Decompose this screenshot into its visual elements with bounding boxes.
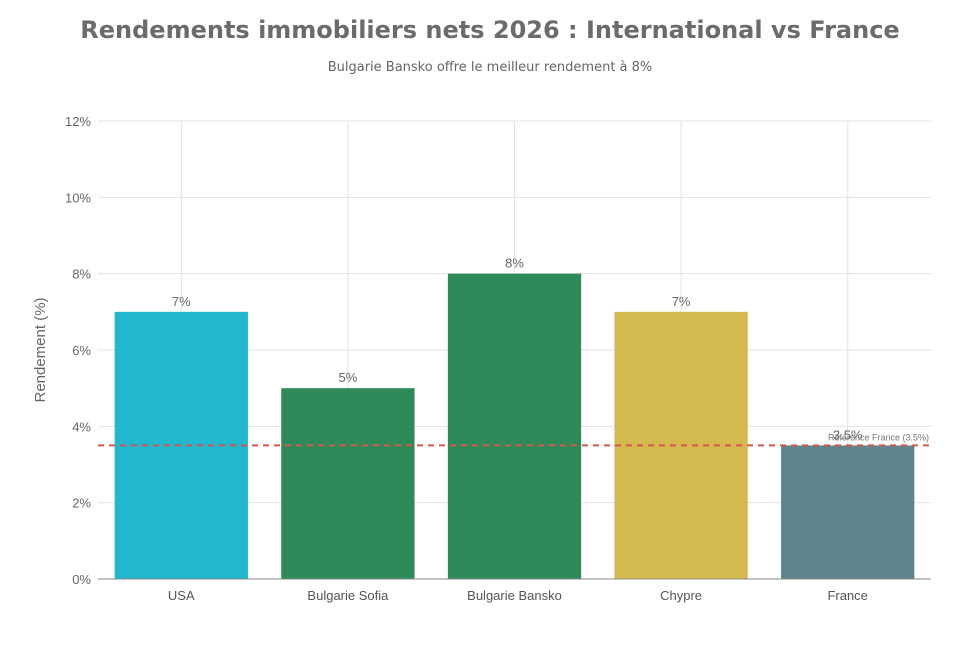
labels-layer: 7% 5% 8% 7% 3.5%Référence France (3.5%) bbox=[98, 256, 931, 447]
y-tick-label: 12% bbox=[65, 114, 91, 129]
data-label: 7% bbox=[172, 294, 191, 309]
data-label: 7% bbox=[672, 294, 691, 309]
x-tick-label: Bulgarie Bansko bbox=[467, 588, 562, 603]
x-tick-label: France bbox=[827, 588, 867, 603]
data-label: 5% bbox=[339, 370, 358, 385]
x-tick-label: Chypre bbox=[660, 588, 702, 603]
y-tick-label: 8% bbox=[72, 267, 91, 282]
y-axis-label: Rendement (%) bbox=[32, 297, 49, 402]
axes-layer: 0% 2% 4% 6% 8% 10% 12% USA Bulgarie Sofia Bulgari… bbox=[65, 114, 931, 603]
data-label: 3.5% bbox=[833, 427, 863, 442]
y-tick-label: 6% bbox=[72, 343, 91, 358]
chart-subtitle: Bulgarie Bansko offre le meilleur rendem… bbox=[327, 60, 653, 75]
x-tick-label: Bulgarie Sofia bbox=[307, 588, 389, 603]
bar-bulgarie-bansko bbox=[447, 273, 582, 579]
y-tick-label: 2% bbox=[72, 496, 91, 511]
x-tick-label: USA bbox=[168, 588, 195, 603]
y-tick-label: 10% bbox=[65, 190, 91, 205]
chart-title: Rendements immobiliers nets 2026 : Inter… bbox=[80, 16, 900, 44]
reference-line-label: Référence France (3.5%) bbox=[828, 432, 929, 442]
y-tick-label: 0% bbox=[72, 572, 91, 587]
bar-bulgarie-sofia bbox=[281, 388, 415, 579]
y-tick-label: 4% bbox=[72, 419, 91, 434]
data-label: 8% bbox=[505, 256, 524, 271]
bar-france bbox=[781, 445, 915, 579]
